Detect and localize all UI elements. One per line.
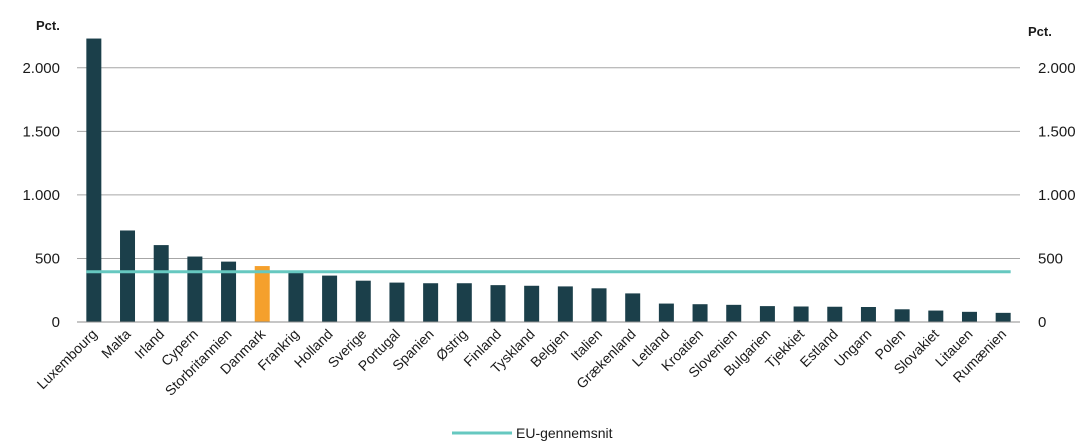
bar — [793, 306, 809, 322]
bar — [322, 275, 338, 322]
x-category-label: Luxembourg — [34, 326, 100, 392]
bar — [928, 310, 944, 322]
bar — [658, 303, 674, 322]
bar — [759, 306, 775, 322]
y-tick-label-left: 1.500 — [22, 123, 60, 140]
bar — [894, 309, 910, 322]
y-unit-right: Pct. — [1028, 24, 1052, 39]
bar — [389, 282, 405, 322]
y-tick-label-right: 2.000 — [1038, 60, 1076, 77]
y-unit-left: Pct. — [36, 18, 60, 33]
bar — [591, 288, 607, 322]
bar — [860, 307, 876, 322]
bar — [961, 311, 977, 322]
bar — [995, 312, 1011, 322]
y-tick-label-left: 0 — [52, 314, 60, 331]
bar — [524, 285, 540, 322]
y-tick-label-left: 1.000 — [22, 187, 60, 204]
bar — [120, 230, 136, 322]
bar — [221, 261, 237, 322]
bar — [827, 306, 843, 322]
bar — [726, 304, 742, 322]
y-axis-left-ticks: 0 500 1.000 1.500 2.000 — [22, 60, 60, 331]
y-tick-label-right: 1.500 — [1038, 123, 1076, 140]
y-tick-label-left: 2.000 — [22, 60, 60, 77]
bar — [288, 271, 304, 322]
legend: EU-gennemsnit — [452, 425, 613, 441]
bar — [557, 286, 573, 322]
gridlines — [77, 67, 1020, 259]
bar — [355, 280, 371, 322]
bar — [490, 285, 506, 322]
y-tick-label-right: 1.000 — [1038, 187, 1076, 204]
bar — [692, 304, 708, 322]
x-category-label: Ungarn — [831, 326, 875, 370]
bar — [423, 283, 439, 322]
y-tick-label-right: 500 — [1038, 250, 1063, 267]
bar — [456, 283, 472, 322]
bars — [86, 38, 1011, 322]
bar — [625, 293, 641, 322]
y-tick-label-left: 500 — [35, 250, 60, 267]
x-category-label: Estland — [797, 326, 841, 370]
y-axis-right-ticks: 0 500 1.000 1.500 2.000 — [1038, 60, 1076, 331]
x-axis-category-labels: LuxembourgMaltaIrlandCypernStorbritannie… — [34, 325, 1010, 399]
x-category-label: Belgien — [527, 326, 571, 370]
bar — [254, 266, 270, 322]
bar — [187, 256, 203, 322]
bar — [86, 38, 102, 322]
bar — [153, 245, 169, 322]
legend-label-eu-average: EU-gennemsnit — [516, 425, 613, 441]
x-category-label: Malta — [98, 326, 134, 362]
y-tick-label-right: 0 — [1038, 314, 1046, 331]
